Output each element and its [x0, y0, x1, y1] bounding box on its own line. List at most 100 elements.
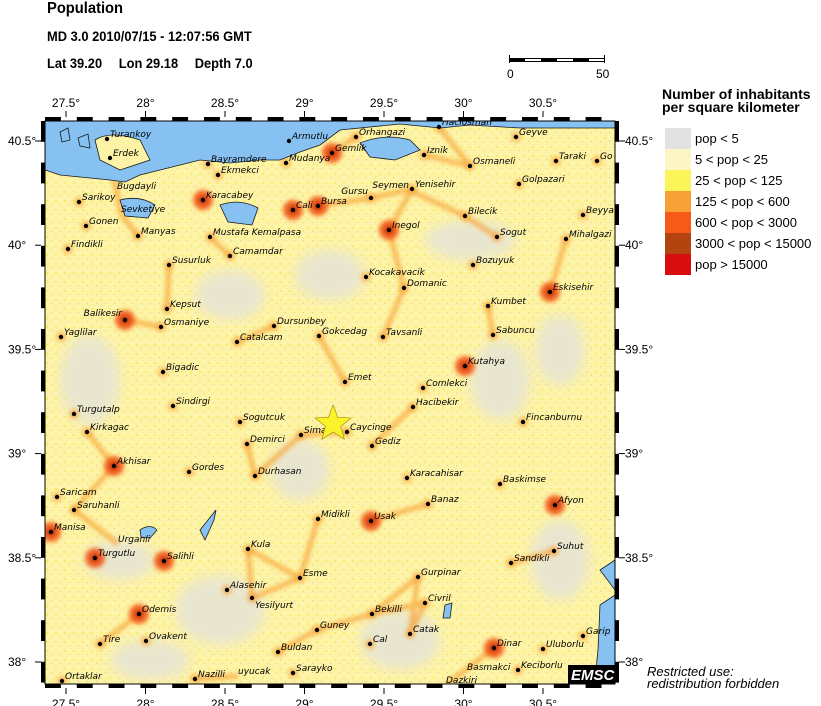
city-label: Turankoy	[110, 130, 152, 140]
lat-tick-label: 39°	[8, 447, 26, 461]
city-marker: Golpazari	[516, 175, 565, 187]
city-dot-icon	[342, 379, 348, 385]
city-dot-icon	[344, 429, 350, 435]
legend-swatch	[665, 191, 691, 212]
city-dot-icon	[215, 172, 221, 178]
city-label: Taraki	[559, 152, 586, 162]
lon-tick-label: 30.5°	[529, 697, 557, 706]
legend-item: pop > 15000	[665, 254, 811, 275]
city-label: Usak	[374, 512, 397, 522]
city-dot-icon	[245, 546, 251, 552]
city-dot-icon	[422, 600, 428, 606]
city-label: Yesilyurt	[255, 601, 293, 611]
city-label: Mustafa Kemalpasa	[213, 228, 301, 238]
city-dot-icon	[200, 197, 206, 203]
city-marker: Turgutalp	[71, 405, 120, 417]
city-dot-icon	[104, 136, 110, 142]
city-dot-icon	[314, 627, 320, 633]
city-dot-icon	[227, 253, 233, 259]
latitude: Lat 39.20	[47, 55, 103, 71]
legend-label: pop > 15000	[695, 257, 768, 272]
city-marker: Kirkagac	[84, 423, 129, 435]
city-label: Ovakent	[149, 632, 187, 642]
city-label: Garip	[586, 627, 611, 637]
city-dot-icon	[286, 138, 292, 144]
city-dot-icon	[367, 641, 373, 647]
city-dot-icon	[76, 199, 82, 205]
city-marker: Gurpinar	[415, 568, 462, 580]
city-label: Manisa	[54, 523, 86, 533]
legend-swatch	[665, 254, 691, 275]
lon-tick-label: 30.5°	[529, 96, 557, 110]
city-dot-icon	[380, 334, 386, 340]
city-marker: Osmaneli	[467, 157, 516, 169]
city-marker: Balikesir	[84, 309, 128, 323]
city-label: Sevketiye	[121, 205, 166, 215]
lon-tick-label: 29°	[295, 697, 313, 706]
city-label: Sarikoy	[82, 193, 116, 203]
city-label: Gursu	[341, 187, 368, 197]
city-dot-icon	[54, 494, 60, 500]
city-label: Kirkagac	[90, 423, 129, 433]
depth: Depth 7.0	[194, 55, 253, 71]
city-marker: Findikli	[65, 240, 103, 252]
city-label: Catak	[413, 625, 440, 635]
city-dot-icon	[290, 207, 296, 213]
city-marker: Mustafa Kemalpasa	[207, 228, 301, 240]
legend: pop < 5 5 < pop < 25 25 < pop < 125 125 < p…	[665, 128, 811, 275]
city-marker: Ortaklar	[59, 672, 103, 684]
city-dot-icon	[515, 667, 521, 673]
city-label: Comlekci	[426, 379, 468, 389]
lat-tick-label: 38.5°	[8, 551, 36, 565]
city-marker: Baskimse	[497, 475, 547, 487]
city-label: Bugdayli	[117, 182, 157, 192]
lon-tick-label: 30°	[454, 96, 472, 110]
city-marker: Sarikoy	[76, 193, 116, 205]
city-dot-icon	[462, 213, 468, 219]
city-marker: Taraki	[553, 152, 586, 164]
city-label: Sarayko	[296, 664, 333, 674]
city-dot-icon	[369, 443, 375, 449]
city-label: Balikesir	[84, 309, 124, 319]
city-dot-icon	[186, 469, 192, 475]
city-label: Fincanburnu	[526, 413, 582, 423]
city-marker: Bozuyuk	[470, 256, 515, 268]
city-label: Afyon	[557, 496, 584, 506]
city-marker: Civril	[422, 594, 451, 606]
city-marker: Karacabey	[200, 191, 254, 203]
lat-tick-label: 38.5°	[625, 551, 653, 565]
city-dot-icon	[275, 649, 281, 655]
city-dot-icon	[368, 518, 374, 524]
city-dot-icon	[553, 158, 559, 164]
city-label: Domanic	[407, 279, 447, 289]
city-dot-icon	[540, 646, 546, 652]
legend-title-line2: per square kilometer	[662, 99, 800, 115]
city-dot-icon	[224, 587, 230, 593]
city-dot-icon	[283, 160, 289, 166]
lat-tick-label: 38°	[8, 655, 26, 669]
city-marker: Kepsut	[164, 300, 201, 312]
city-label: Gordes	[192, 463, 224, 473]
lat-tick-label: 38°	[625, 655, 643, 669]
city-label: Gurpinar	[421, 568, 462, 578]
city-dot-icon	[580, 633, 586, 639]
city-dot-icon	[420, 385, 426, 391]
city-label: Bekilli	[375, 605, 402, 615]
city-label: Orhangazi	[359, 128, 406, 138]
city-marker: Osmaniye	[158, 318, 210, 330]
city-label: Buldan	[281, 643, 313, 653]
note-line1: Restricted use:	[647, 664, 734, 679]
city-label: Dursunbey	[277, 317, 327, 327]
city-marker: Yenisehir	[409, 180, 457, 192]
star-icon	[314, 404, 353, 440]
city-dot-icon	[192, 676, 198, 682]
city-label: Durhasan	[258, 467, 302, 477]
city-label: Bursa	[321, 197, 347, 207]
city-marker: Afyon	[552, 496, 584, 508]
city-dot-icon	[401, 285, 407, 291]
city-marker: Yesilyurt	[249, 595, 293, 611]
city-dot-icon	[386, 227, 392, 233]
city-dot-icon	[290, 670, 296, 676]
lon-tick-label: 29.5°	[370, 96, 398, 110]
